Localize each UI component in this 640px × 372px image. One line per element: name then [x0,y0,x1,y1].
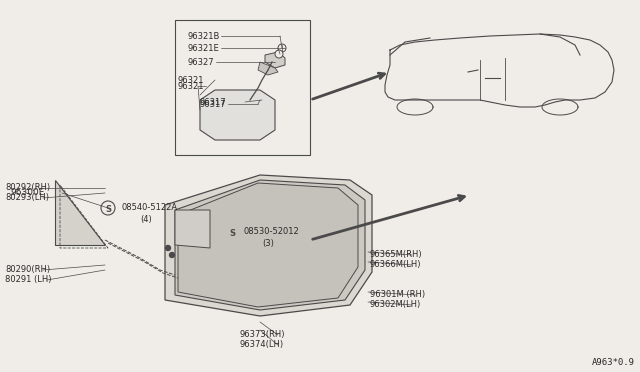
Text: 96374(LH): 96374(LH) [240,340,284,349]
Polygon shape [200,90,275,140]
Text: S: S [105,205,111,214]
Polygon shape [265,52,285,68]
Polygon shape [55,180,105,245]
Polygon shape [165,175,372,316]
Text: 80292(RH): 80292(RH) [5,183,50,192]
Circle shape [278,44,286,52]
Polygon shape [175,210,210,248]
Text: 80291 (LH): 80291 (LH) [5,275,51,284]
Text: 96300E: 96300E [10,188,44,197]
Text: 96366M(LH): 96366M(LH) [370,260,422,269]
Text: 96321: 96321 [178,76,205,85]
Text: 96321: 96321 [178,82,205,91]
Text: 96317: 96317 [200,100,227,109]
Polygon shape [258,62,278,75]
Polygon shape [175,180,365,310]
Text: S: S [229,228,235,237]
Text: 96373(RH): 96373(RH) [240,330,285,339]
Text: 96317: 96317 [200,98,227,107]
Text: 96321E: 96321E [188,44,220,53]
Text: 96302M(LH): 96302M(LH) [370,300,421,309]
Circle shape [101,201,115,215]
Bar [175,20,310,155]
Text: A963*0.9: A963*0.9 [592,358,635,367]
Text: (3): (3) [262,239,274,248]
Circle shape [170,253,175,257]
Circle shape [275,50,283,58]
Circle shape [225,225,239,239]
Text: 08530-52012: 08530-52012 [244,227,300,236]
Text: 96327: 96327 [188,58,214,67]
Text: 96301M (RH): 96301M (RH) [370,290,425,299]
Polygon shape [178,183,358,307]
Text: 96321B: 96321B [188,32,220,41]
Text: 80290(RH): 80290(RH) [5,265,50,274]
Text: 08540-5122A: 08540-5122A [122,203,178,212]
Circle shape [166,246,170,250]
Text: 80293(LH): 80293(LH) [5,193,49,202]
Text: 96365M(RH): 96365M(RH) [370,250,422,259]
Text: (4): (4) [140,215,152,224]
